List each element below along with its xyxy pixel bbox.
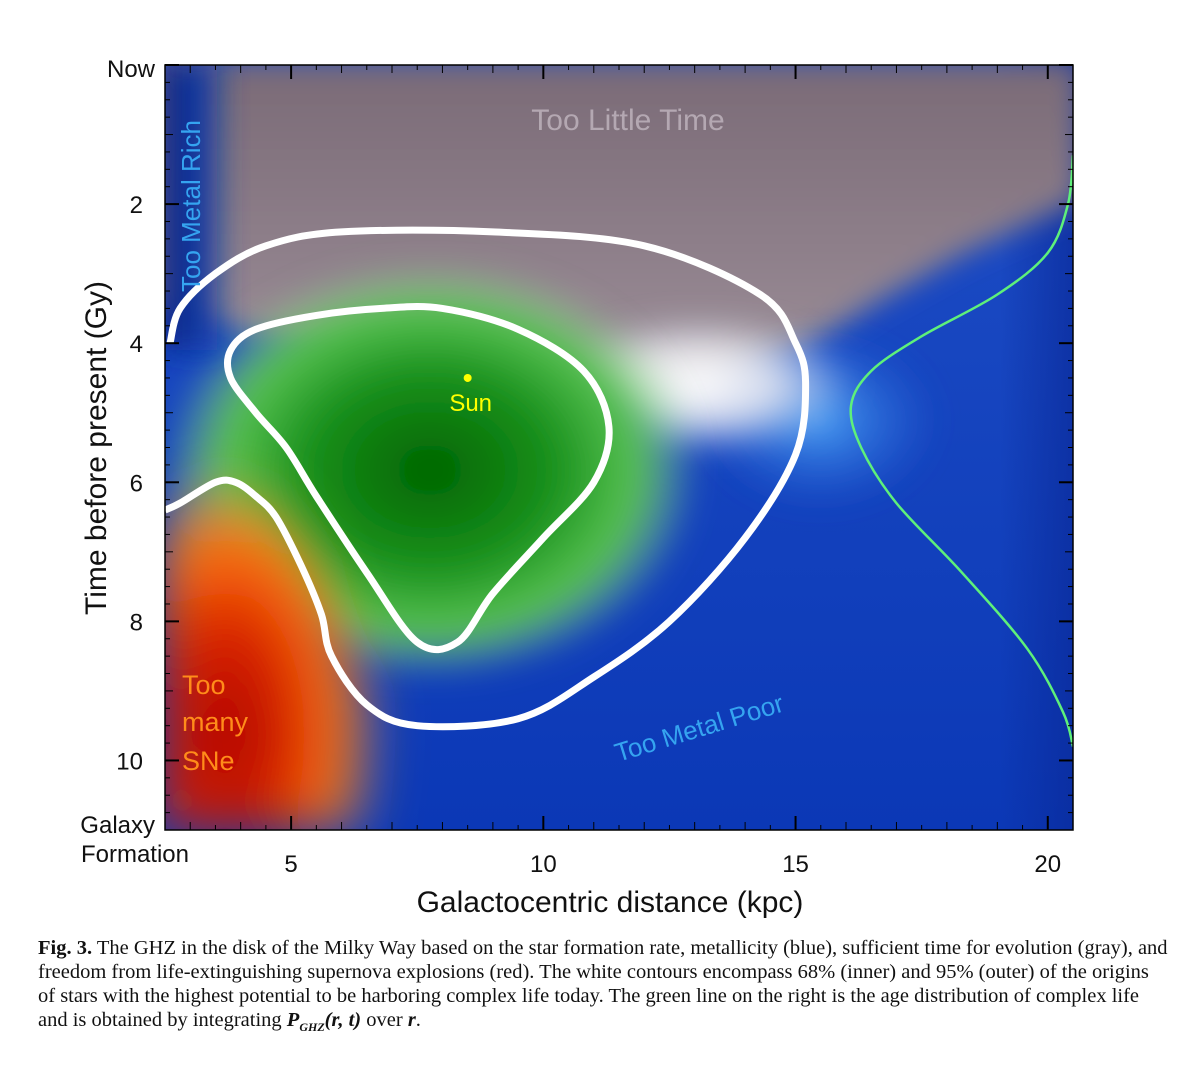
- caption-math-args: (r, t): [324, 1009, 362, 1031]
- x-axis-title: Galactocentric distance (kpc): [417, 886, 804, 919]
- axis-tick-labels: 5 10 15 20 2 4 6 8 10: [116, 192, 1061, 878]
- caption-math-r: r: [407, 1009, 416, 1031]
- contour-68-inner: [223, 303, 613, 654]
- caption-fig-label: Fig. 3.: [38, 937, 93, 959]
- ghz-chart: Sun Too Little Time Too Metal Rich Too M…: [80, 56, 1074, 919]
- caption-math-p: P: [286, 1009, 300, 1031]
- y-tick-label: 6: [130, 470, 143, 497]
- figure-caption: Fig. 3. The GHZ in the disk of the Milky…: [38, 936, 1168, 1039]
- sun-marker: [463, 373, 472, 382]
- y-tick-label: 10: [116, 748, 143, 775]
- caption-text-end: .: [415, 1009, 421, 1031]
- y-axis-title: Time before present (Gy): [80, 281, 113, 615]
- x-tick-label: 20: [1034, 851, 1061, 878]
- sun-label: Sun: [449, 390, 492, 417]
- caption-text: The GHZ in the disk of the Milky Way bas…: [38, 937, 1168, 1031]
- heatmap-plot-area: Sun Too Little Time Too Metal Rich Too M…: [165, 65, 1073, 830]
- x-tick-label: 5: [284, 851, 297, 878]
- age-distribution-line: [849, 155, 1073, 747]
- contour-95-outer: [165, 226, 810, 731]
- too-metal-rich-band: [165, 65, 230, 350]
- y-bottom-label-line2: Formation: [81, 841, 189, 868]
- axis-ticks: [165, 64, 1073, 831]
- y-tick-label: 8: [130, 609, 143, 636]
- too-metal-rich-label: Too Metal Rich: [176, 120, 206, 292]
- x-tick-label: 10: [530, 851, 557, 878]
- y-bottom-label-line1: Galaxy: [80, 812, 155, 839]
- too-little-time-label: Too Little Time: [531, 104, 724, 137]
- too-many-sne-label-line2: many: [182, 707, 249, 737]
- y-tick-label: 4: [130, 331, 143, 358]
- caption-math-sub: GHZ: [299, 1020, 325, 1035]
- x-tick-label: 15: [782, 851, 809, 878]
- too-many-sne-label-line1: Too: [182, 670, 226, 700]
- y-tick-label: 2: [130, 192, 143, 219]
- caption-text-between: over: [361, 1009, 408, 1031]
- too-many-sne-label-line3: SNe: [182, 746, 235, 776]
- supernova-region: [165, 450, 380, 830]
- y-top-label: Now: [107, 56, 156, 83]
